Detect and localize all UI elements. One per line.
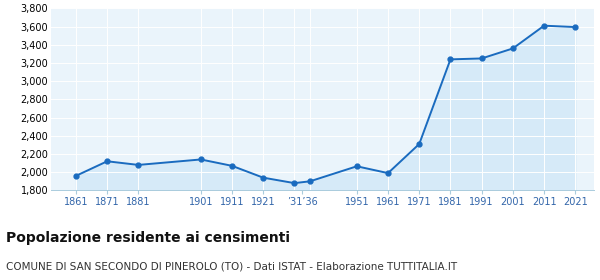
Text: Popolazione residente ai censimenti: Popolazione residente ai censimenti xyxy=(6,231,290,245)
Text: COMUNE DI SAN SECONDO DI PINEROLO (TO) - Dati ISTAT - Elaborazione TUTTITALIA.IT: COMUNE DI SAN SECONDO DI PINEROLO (TO) -… xyxy=(6,262,457,272)
